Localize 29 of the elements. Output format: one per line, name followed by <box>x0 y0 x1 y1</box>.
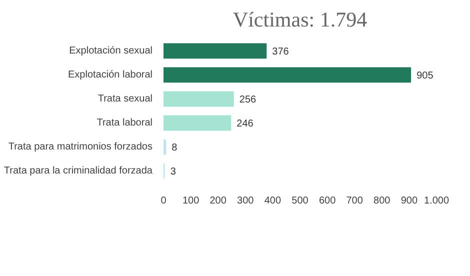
x-tick-label: 0 <box>160 196 167 206</box>
bar <box>164 91 234 107</box>
data-label: 3 <box>170 166 176 178</box>
data-label: 256 <box>239 94 257 106</box>
x-tick-label: 700 <box>346 196 364 206</box>
data-label: 246 <box>236 118 254 130</box>
data-label: 8 <box>172 142 178 154</box>
data-label: 376 <box>272 46 290 58</box>
x-tick-label: 400 <box>264 196 282 206</box>
y-tick-label: Trata sexual <box>98 93 153 104</box>
x-tick-label: 100 <box>182 196 200 206</box>
chart-title: Víctimas: 1.794 <box>232 8 368 32</box>
x-tick-label: 800 <box>374 196 391 206</box>
x-tick-label: 300 <box>237 196 254 206</box>
y-tick-label: Trata laboral <box>96 118 153 129</box>
bar <box>164 139 166 155</box>
bar <box>164 67 412 83</box>
x-tick-label: 200 <box>210 196 227 206</box>
y-tick-label: Trata para matrimonios forzados <box>8 142 153 153</box>
y-tick-label: Trata para la criminalidad forzada <box>4 166 153 177</box>
x-tick-label: 600 <box>318 196 336 206</box>
x-tick-label: 900 <box>400 196 418 206</box>
y-tick-label: Explotación laboral <box>68 69 153 80</box>
y-tick-label: Explotación sexual <box>69 45 153 56</box>
bar <box>164 115 232 131</box>
x-tick-label: 500 <box>292 196 309 206</box>
data-label: 905 <box>416 70 434 82</box>
x-tick-label: 1.000 <box>424 196 450 206</box>
bar <box>164 43 267 59</box>
